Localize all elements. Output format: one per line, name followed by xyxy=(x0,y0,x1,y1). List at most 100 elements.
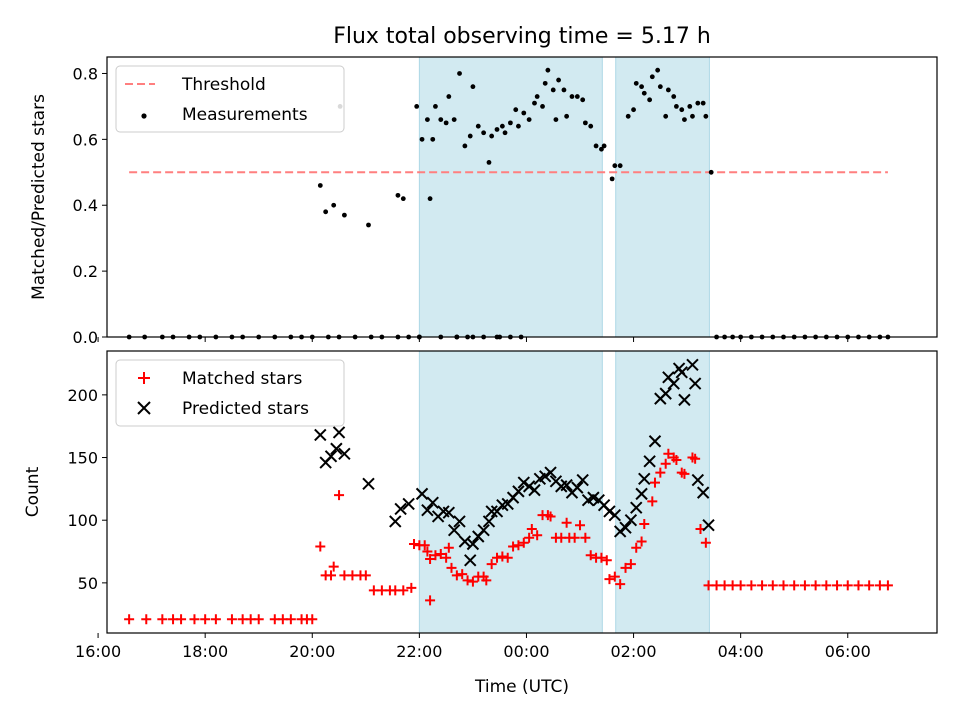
predicted-star-point xyxy=(635,487,648,501)
measurement-point xyxy=(513,107,519,113)
measurement-point xyxy=(690,113,695,119)
predicted-star-point xyxy=(528,483,541,497)
observing-window-band xyxy=(418,350,603,634)
measurement-point xyxy=(457,71,462,76)
predicted-star-point xyxy=(426,496,439,509)
predicted-star-point xyxy=(688,377,702,390)
measurement-point xyxy=(451,117,457,122)
matched-star-point xyxy=(660,458,671,469)
predicted-star-point xyxy=(332,426,346,439)
measurement-point xyxy=(486,160,492,165)
measurement-point xyxy=(545,67,551,73)
matched-star-point xyxy=(864,580,875,591)
measurement-point xyxy=(494,127,500,132)
matched-star-point xyxy=(532,530,543,541)
matched-star-point xyxy=(679,468,690,479)
matched-star-point xyxy=(508,541,519,552)
measurement-point xyxy=(317,183,323,188)
x-tick-label: 00:00 xyxy=(503,642,549,661)
legend-label: Threshold xyxy=(181,75,266,95)
measurement-point xyxy=(489,133,495,139)
measurement-point xyxy=(414,104,420,109)
predicted-star-point xyxy=(330,442,343,455)
matched-star-point xyxy=(609,571,620,582)
measurement-point xyxy=(446,94,452,99)
matched-star-point xyxy=(189,614,200,625)
measurement-point xyxy=(671,94,677,99)
matched-star-point xyxy=(735,580,746,591)
x-axis-label: Time (UTC) xyxy=(474,677,569,697)
measurement-point xyxy=(470,84,476,90)
matched-star-point xyxy=(497,551,508,562)
y-tick-label: 0.0 xyxy=(73,328,98,347)
measurement-point xyxy=(617,163,623,169)
y-axis-label: Matched/Predicted stars xyxy=(29,94,49,300)
measurement-point xyxy=(475,123,481,129)
measurement-point xyxy=(526,117,532,122)
predicted-star-point xyxy=(464,554,477,567)
measurement-point xyxy=(430,136,436,142)
matched-star-point xyxy=(430,550,441,561)
matched-star-point xyxy=(441,552,452,563)
matched-star-point xyxy=(799,580,810,591)
predicted-star-point xyxy=(458,535,472,548)
measurement-point xyxy=(609,176,615,182)
matched-star-point xyxy=(649,477,660,488)
plot-frame xyxy=(106,56,938,338)
predicted-star-point xyxy=(442,506,456,519)
measurement-point xyxy=(647,97,653,103)
predicted-star-point xyxy=(362,477,375,491)
y-tick-label: 0.4 xyxy=(73,196,98,215)
measurement-point xyxy=(323,209,329,215)
observing-window-band xyxy=(418,56,603,338)
matched-star-point xyxy=(422,546,433,557)
x-tick-label: 22:00 xyxy=(396,642,442,661)
measurement-point xyxy=(395,192,401,198)
measurement-point xyxy=(540,104,545,109)
measurement-point xyxy=(400,196,406,202)
matched-star-point xyxy=(601,555,612,566)
measurement-point xyxy=(561,87,567,93)
matched-star-point xyxy=(524,532,535,543)
predicted-star-point xyxy=(571,481,584,494)
measurement-point xyxy=(462,143,468,149)
predicted-star-point xyxy=(402,497,415,511)
measurement-point xyxy=(438,117,444,122)
measurement-point xyxy=(331,202,337,208)
predicted-star-point xyxy=(324,450,338,463)
matched-star-point xyxy=(513,540,524,551)
measurement-point xyxy=(673,104,679,109)
matched-star-point xyxy=(746,580,757,591)
predicted-star-point xyxy=(338,447,351,460)
predicted-star-point xyxy=(608,508,622,522)
top-panel: 0.0 0.2 0.4 0.6 0.8 Matched/Predicted stars Th… xyxy=(29,56,938,347)
matched-star-point xyxy=(636,536,647,547)
legend-box xyxy=(115,65,345,133)
matched-star-point xyxy=(360,570,371,581)
measurement-point xyxy=(631,107,636,113)
legend-predicted-marker xyxy=(137,401,151,415)
measurement-point xyxy=(569,94,575,99)
measurement-point xyxy=(601,143,607,149)
measurement-point xyxy=(341,212,347,218)
measurement-point xyxy=(443,120,449,126)
predicted-star-point xyxy=(394,502,407,516)
measurement-point xyxy=(564,113,570,119)
predicted-star-point xyxy=(691,473,705,487)
observing-window-band xyxy=(615,350,710,634)
predicted-star-point xyxy=(619,521,632,534)
matched-star-point xyxy=(210,614,221,625)
matched-star-point xyxy=(778,580,789,591)
matched-star-point xyxy=(647,496,658,507)
matched-star-point xyxy=(435,549,446,560)
predicted-star-point xyxy=(643,455,656,468)
measurement-point xyxy=(582,120,588,126)
matched-star-point xyxy=(425,554,436,565)
measurement-point xyxy=(703,113,709,119)
predicted-star-point xyxy=(675,366,688,379)
measurement-point xyxy=(542,80,548,86)
legend-label: Matched stars xyxy=(182,369,302,389)
y-tick-label: 100 xyxy=(67,511,98,530)
matched-star-point xyxy=(253,614,264,625)
